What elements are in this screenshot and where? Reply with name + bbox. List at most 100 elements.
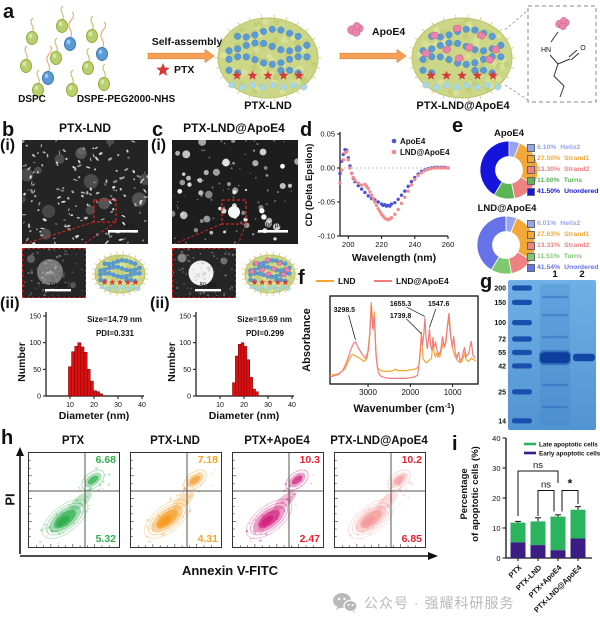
svg-text:1655.3: 1655.3 (390, 301, 412, 308)
svg-text:40: 40 (138, 402, 146, 409)
svg-text:PDI=0.299: PDI=0.299 (246, 329, 285, 338)
watermark: 公众号 · 强耀科研服务 (332, 592, 514, 614)
legend-item: 6.10% Helix2 (527, 142, 600, 153)
svg-text:240: 240 (409, 240, 422, 249)
legend-swatch (527, 143, 535, 152)
flow-plot-ptx-apoe4: 10.3 2.47 (232, 452, 324, 548)
flow-title-ptx: PTX (61, 435, 85, 447)
panel-label-b: b (2, 119, 15, 141)
legend-item: 11.51% Turns (527, 251, 600, 262)
legend-swatch (527, 187, 535, 196)
quadrant-value-upper: 10.2 (401, 454, 422, 466)
flow-axes (16, 447, 438, 560)
quadrant-value-upper: 6.68 (95, 454, 116, 466)
svg-text:LND: LND (338, 276, 355, 286)
svg-text:LND@ApoE4: LND@ApoE4 (396, 276, 449, 286)
wechat-icon (333, 593, 358, 614)
svg-text:0: 0 (496, 554, 500, 563)
ptx-label: PTX (174, 64, 195, 76)
legend-swatch (527, 241, 535, 250)
svg-text:20: 20 (240, 402, 248, 409)
svg-text:20: 20 (90, 402, 98, 409)
svg-text:ns: ns (533, 460, 543, 471)
panel-label-g: g (480, 271, 493, 293)
legend-swatch (527, 263, 535, 272)
flow-plot-ptx-lnd-apoe4: 10.2 6.85 (334, 452, 426, 548)
apoptosis-bar-chart: Late apoptotic cells Early apoptotic cell… (492, 436, 600, 614)
legend-swatch (527, 219, 535, 228)
donut-title-apoe4: ApoE4 (493, 128, 525, 139)
svg-text:50 μm: 50 μm (200, 283, 217, 289)
cd-spectrum-chart: 0.05 0.00 -0.05 -0.10 200 220 240 260 ApoE4 LND@A… (304, 130, 454, 265)
svg-text:Diameter (nm): Diameter (nm) (209, 410, 280, 422)
svg-text:42: 42 (498, 363, 506, 370)
svg-text:HN: HN (541, 47, 551, 54)
legend-item: 11.60% Turns (527, 175, 600, 186)
svg-text:Absorbance: Absorbance (301, 308, 313, 372)
svg-text:O: O (580, 45, 586, 52)
quadrant-value-lower: 2.47 (299, 533, 320, 545)
svg-text:-0.10: -0.10 (318, 232, 335, 241)
quadrant-value-lower: 4.31 (197, 533, 218, 545)
size-histogram-ptx-lnd-apoe4: 0 50 100 150 10 20 30 40 Size=19.69 nm PDI=0.299 D… (166, 312, 296, 422)
flow-title-ptx-apoe4: PTX+ApoE4 (244, 435, 310, 447)
legend-item: 41.54% Unordered (527, 262, 600, 273)
panel-label-h: h (1, 427, 14, 449)
legend-item: 13.30% Strand2 (527, 164, 600, 175)
flow-density-plot (233, 453, 323, 547)
donut-chart-lnd-apoe4 (476, 215, 536, 275)
svg-text:Size=14.79 nm: Size=14.79 nm (87, 315, 142, 324)
donut-legend-apoe4: 6.10% Helix2 27.50% Strand1 13.30% Strand2 … (527, 142, 600, 197)
svg-text:0.00: 0.00 (320, 164, 335, 173)
sds-page-gel: 1 2 200 150 100 72 55 42 25 14 (494, 269, 596, 430)
svg-text:2: 2 (579, 269, 584, 280)
svg-text:ApoE4: ApoE4 (400, 137, 426, 146)
legend-swatch (527, 252, 535, 261)
svg-text:PTX: PTX (507, 563, 524, 580)
legend-swatch (527, 165, 535, 174)
svg-text:-0.05: -0.05 (318, 198, 335, 207)
svg-text:*: * (568, 477, 573, 491)
legend-swatch (527, 154, 535, 163)
panel-label-d: d (300, 119, 313, 141)
quadrant-value-upper: 10.3 (299, 454, 320, 466)
svg-text:260: 260 (442, 240, 454, 249)
legend-item: 6.01% Helix2 (527, 218, 600, 229)
svg-text:100 μm: 100 μm (112, 222, 134, 229)
svg-text:200: 200 (342, 240, 355, 249)
flow-title-ptx-lnd: PTX-LND (150, 435, 200, 447)
quadrant-value-lower: 6.85 (401, 533, 422, 545)
svg-text:Number: Number (16, 342, 28, 382)
legend-item: 13.31% Strand2 (527, 240, 600, 251)
svg-text:30: 30 (264, 402, 272, 409)
svg-text:20: 20 (492, 494, 500, 503)
panel-b-title: PTX-LND (59, 121, 111, 135)
quadrant-value-upper: 7.18 (197, 454, 218, 466)
svg-text:25: 25 (498, 389, 506, 396)
ptx-lnd-label: PTX-LND (244, 100, 292, 112)
self-assembly-label: Self-assembly (151, 36, 223, 48)
svg-text:40: 40 (492, 436, 500, 443)
svg-text:Wavelength (nm): Wavelength (nm) (352, 252, 436, 264)
svg-text:CD (Delta Epsilon): CD (Delta Epsilon) (304, 144, 315, 227)
svg-text:2000: 2000 (401, 388, 419, 397)
legend-item: 41.50% Unordered (527, 186, 600, 197)
flow-density-plot (131, 453, 221, 547)
flow-xlabel: Annexin V-FITC (181, 563, 279, 578)
svg-text:Wavenumber (cm-1): Wavenumber (cm-1) (353, 403, 455, 415)
flow-density-plot (29, 453, 119, 547)
svg-text:100 μm: 100 μm (262, 222, 284, 229)
svg-text:1739.8: 1739.8 (390, 313, 412, 320)
svg-text:55: 55 (498, 350, 506, 357)
svg-text:150: 150 (29, 314, 41, 321)
svg-text:40: 40 (288, 402, 296, 409)
svg-text:0.05: 0.05 (320, 130, 335, 139)
panel-label-e: e (452, 115, 464, 137)
flow-plot-ptx: 6.68 5.32 (28, 452, 120, 548)
svg-text:3298.5: 3298.5 (334, 307, 356, 314)
svg-text:100: 100 (494, 320, 506, 327)
svg-text:220: 220 (375, 240, 388, 249)
svg-text:200: 200 (494, 285, 506, 292)
nanoparticle-cartoon-ptx-lnd (92, 251, 148, 297)
svg-text:ns: ns (541, 480, 551, 491)
